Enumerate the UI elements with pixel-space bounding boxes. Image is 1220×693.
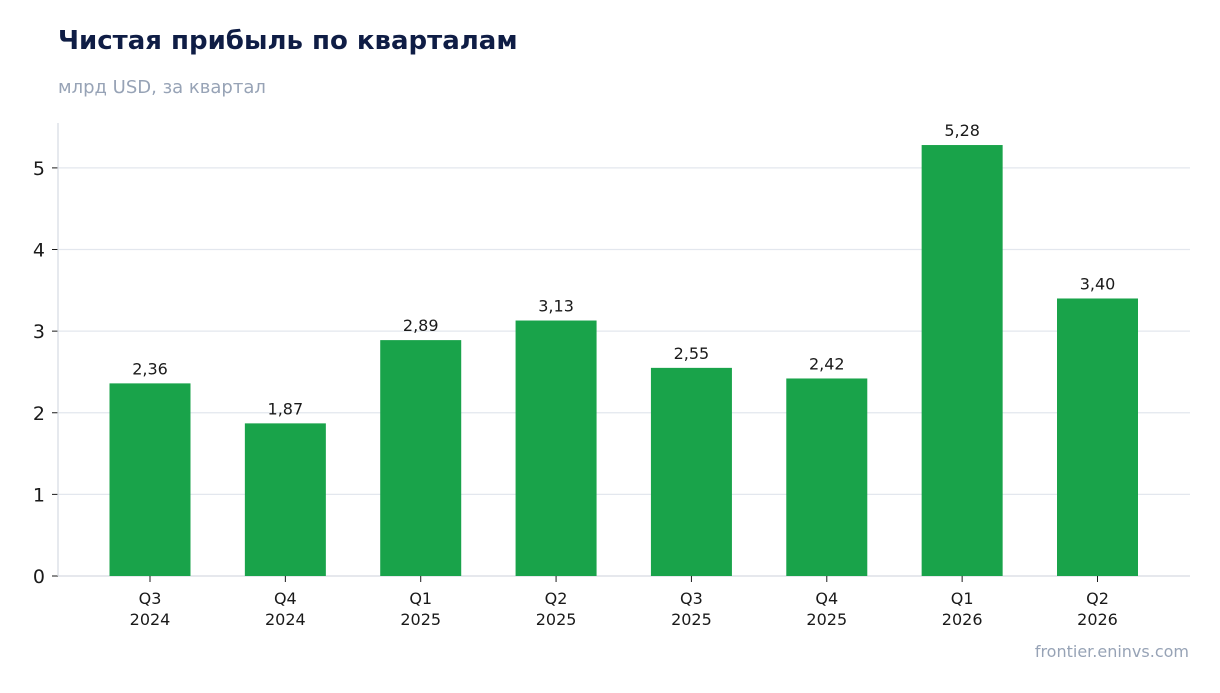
bar <box>109 383 191 576</box>
x-tick-label-year: 2025 <box>400 610 441 629</box>
x-tick-label-quarter: Q4 <box>274 589 297 608</box>
bar <box>921 145 1003 576</box>
x-tick-label-quarter: Q3 <box>680 589 703 608</box>
x-tick-label-year: 2025 <box>671 610 712 629</box>
x-tick-label-quarter: Q3 <box>139 589 162 608</box>
bar <box>515 320 597 576</box>
bar <box>650 367 732 576</box>
y-tick-label: 0 <box>33 566 45 588</box>
x-tick-label-quarter: Q1 <box>951 589 974 608</box>
x-tick-label-year: 2026 <box>1077 610 1118 629</box>
x-tick-label-quarter: Q1 <box>409 589 432 608</box>
x-tick-label-quarter: Q4 <box>815 589 838 608</box>
data-label: 3,40 <box>1080 274 1116 293</box>
x-tick-label-year: 2024 <box>130 610 171 629</box>
data-label: 2,89 <box>403 316 439 335</box>
axes <box>52 123 1190 582</box>
x-tick-label-year: 2025 <box>806 610 847 629</box>
y-tick-label: 5 <box>33 158 45 180</box>
data-label: 2,42 <box>809 354 845 373</box>
x-tick-label-year: 2025 <box>536 610 577 629</box>
data-label: 1,87 <box>268 399 304 418</box>
data-label: 5,28 <box>944 121 980 140</box>
x-tick-label-quarter: Q2 <box>545 589 568 608</box>
bar <box>1057 298 1138 576</box>
source-credit: frontier.eninvs.com <box>1034 642 1189 661</box>
y-tick-label: 4 <box>33 240 45 262</box>
grid-lines <box>58 167 1190 495</box>
bar <box>244 423 326 576</box>
y-tick-label: 3 <box>33 321 45 343</box>
x-tick-label-year: 2024 <box>265 610 306 629</box>
y-tick-label: 2 <box>33 403 45 425</box>
data-label: 2,55 <box>674 344 710 363</box>
x-tick-label-year: 2026 <box>942 610 983 629</box>
data-label: 2,36 <box>132 359 168 378</box>
data-label: 3,13 <box>538 297 574 316</box>
bars <box>109 145 1138 576</box>
chart-subtitle: млрд USD, за квартал <box>58 77 266 98</box>
y-tick-label: 1 <box>33 484 45 506</box>
x-tick-label-quarter: Q2 <box>1086 589 1109 608</box>
labels: 0 1 2 3 4 5 2,36 Q3 2024 1,87 Q4 2024 2,89 Q1 2025 3,13… <box>33 121 1118 629</box>
bar <box>786 378 868 576</box>
bar <box>380 340 462 576</box>
chart-title: Чистая прибыль по кварталам <box>58 26 518 56</box>
